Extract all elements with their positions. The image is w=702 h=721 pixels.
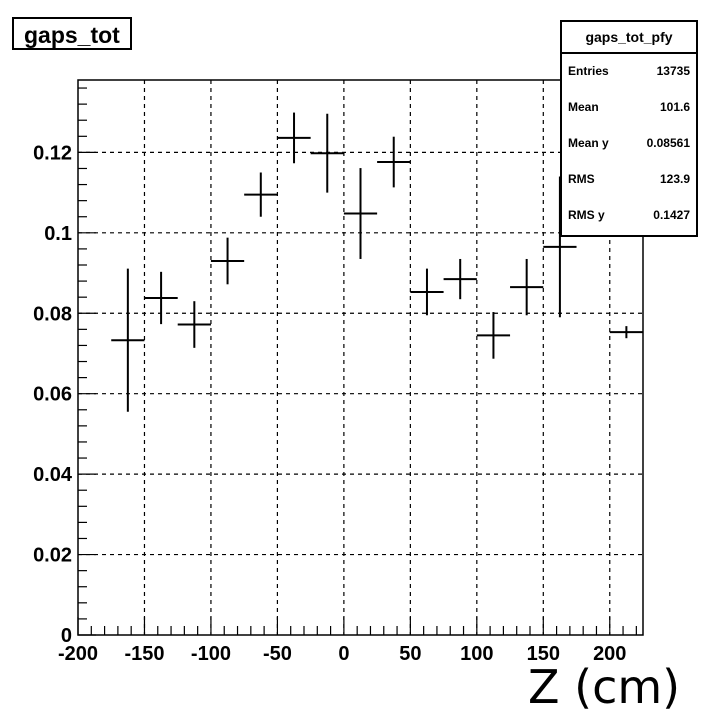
plot-frame <box>77 79 644 636</box>
x-tick-label: -150 <box>124 643 164 665</box>
grid-lines <box>78 80 643 635</box>
stats-row-rms: RMS 123.9 <box>568 172 690 192</box>
stats-label: RMS <box>568 172 595 186</box>
stats-row-mean: Mean 101.6 <box>568 100 690 120</box>
data-point <box>343 168 378 259</box>
stats-label: Mean <box>568 100 599 114</box>
stats-value: 101.6 <box>659 100 690 114</box>
stats-row-entries: Entries 13735 <box>568 64 690 84</box>
y-tick-label: 0.08 <box>33 303 72 325</box>
chart-title: gaps_tot <box>12 17 132 50</box>
x-tick-label: -50 <box>263 643 292 665</box>
stats-row-rms-y: RMS y 0.1427 <box>568 208 690 228</box>
stats-row-mean-y: Mean y 0.08561 <box>568 136 690 156</box>
stats-title: gaps_tot_pfy <box>562 22 696 54</box>
y-tick-label: 0 <box>61 625 72 647</box>
y-tick-label: 0.1 <box>44 223 72 245</box>
data-point <box>609 326 643 339</box>
y-tick-label: 0.06 <box>33 384 72 406</box>
data-point <box>476 312 511 359</box>
data-point <box>144 271 178 325</box>
stats-value: 123.9 <box>659 172 690 186</box>
data-point <box>277 112 311 164</box>
x-tick-label: 50 <box>399 643 421 665</box>
data-point <box>210 237 245 285</box>
x-tick-label: -200 <box>58 643 98 665</box>
stats-value: 0.08561 <box>646 136 690 150</box>
y-tick-label: 0.04 <box>33 464 73 486</box>
stats-value: 0.1427 <box>653 208 690 222</box>
stats-value: 13735 <box>656 64 690 78</box>
data-point <box>543 176 577 318</box>
stats-label: Entries <box>568 64 609 78</box>
y-tick-label: 0.02 <box>33 545 72 567</box>
stats-label: RMS y <box>568 208 605 222</box>
data-point <box>410 268 444 316</box>
x-axis-label: Z (cm) <box>528 660 681 714</box>
x-tick-label: 0 <box>338 643 349 665</box>
data-point <box>443 258 477 300</box>
data-point <box>244 172 278 217</box>
data-point <box>377 136 411 188</box>
stats-box: gaps_tot_pfy Entries 13735 Mean 101.6 Me… <box>560 20 698 237</box>
data-point <box>177 301 211 348</box>
y-tick-label: 0.12 <box>33 142 72 164</box>
x-tick-label: 200 <box>593 643 626 665</box>
x-tick-label: 150 <box>527 643 560 665</box>
data-point <box>510 258 544 316</box>
axes: -200 -150 -100 -50 0 50 100 150 200 0 0.02 0.04 0.06… <box>33 79 644 665</box>
x-tick-label: 100 <box>460 643 493 665</box>
data-point <box>111 268 145 412</box>
data-markers <box>111 112 643 412</box>
data-point <box>310 113 344 193</box>
x-tick-label: -100 <box>191 643 231 665</box>
stats-label: Mean y <box>568 136 609 150</box>
